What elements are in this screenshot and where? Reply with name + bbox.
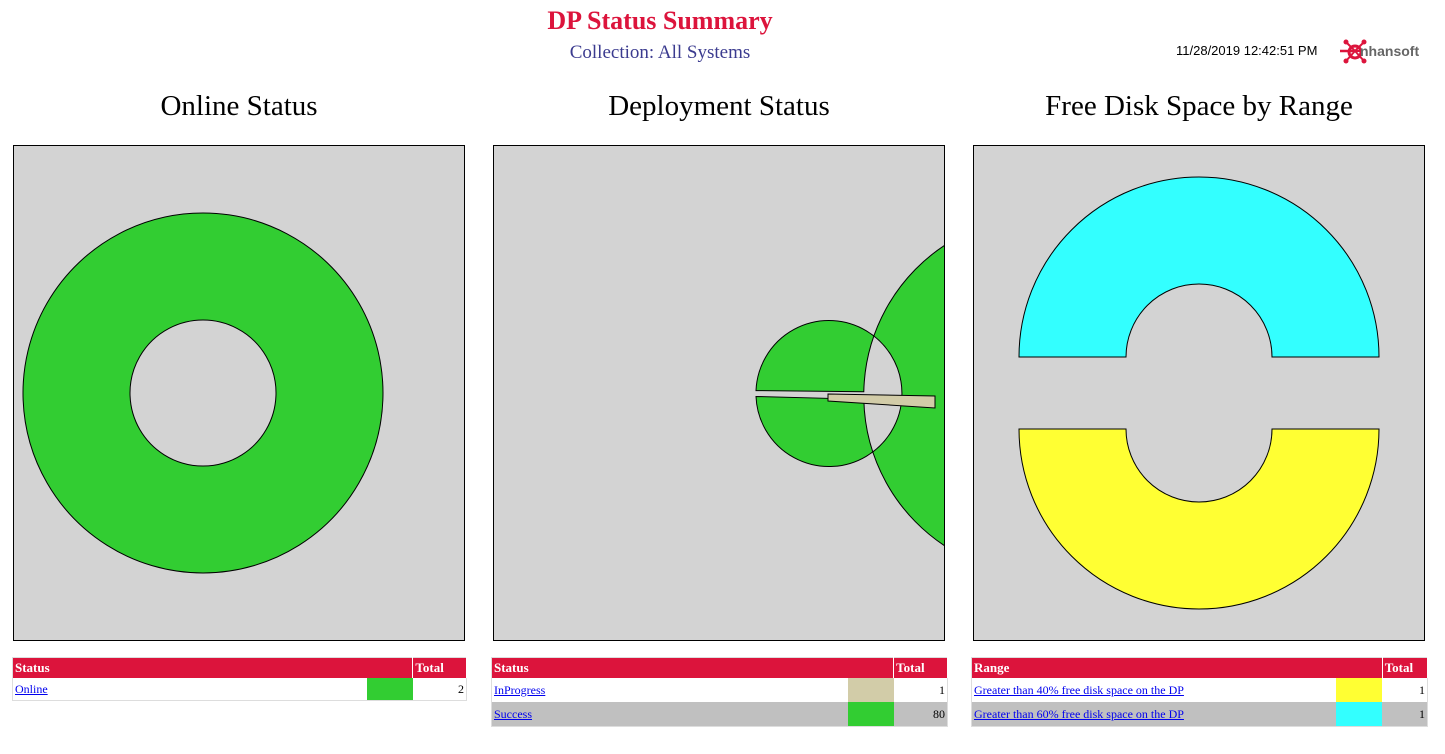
col-status: Status	[491, 657, 895, 678]
slice-greater-than-60[interactable]	[1018, 176, 1380, 358]
report-title: DP Status Summary	[547, 6, 773, 35]
logo-text: nhansoft	[1360, 43, 1420, 59]
table-row: Online 2	[12, 678, 467, 701]
row-link-online[interactable]: Online	[15, 681, 48, 696]
online-status-title: Online Status	[160, 90, 318, 122]
col-total: Total	[1382, 657, 1429, 678]
online-status-chart	[13, 145, 465, 641]
color-swatch	[847, 678, 894, 702]
table-row: Greater than 40% free disk space on the …	[971, 678, 1428, 702]
free-disk-space-chart	[973, 145, 1425, 641]
row-link-inprogress[interactable]: InProgress	[494, 682, 546, 697]
col-status: Status	[12, 657, 414, 678]
row-total: 1	[893, 678, 948, 702]
online-status-table: Status Total Online 2	[12, 657, 467, 701]
table-row: Success 80	[491, 702, 948, 727]
row-total: 80	[893, 702, 948, 727]
row-link-success[interactable]: Success	[494, 706, 532, 721]
row-link-greater-than-40[interactable]: Greater than 40% free disk space on the …	[974, 682, 1184, 697]
color-swatch	[1336, 702, 1383, 726]
free-disk-space-doughnut	[1018, 176, 1380, 610]
table-row: Greater than 60% free disk space on the …	[971, 702, 1428, 727]
slice-inprogress[interactable]	[827, 393, 936, 409]
slice-success[interactable]	[755, 216, 944, 576]
slice-online[interactable]	[22, 212, 384, 574]
color-swatch	[366, 678, 413, 700]
report-subtitle: Collection: All Systems	[569, 42, 751, 63]
deployment-status-table: Status Total InProgress 1 Success 80	[491, 657, 948, 727]
row-total: 1	[1382, 702, 1428, 727]
row-total: 2	[412, 678, 467, 701]
logo-network-icon	[1340, 39, 1367, 64]
enhansoft-logo: nhansoft	[1340, 36, 1440, 66]
table-row: InProgress 1	[491, 678, 948, 702]
online-status-doughnut	[22, 212, 384, 574]
row-link-greater-than-60[interactable]: Greater than 60% free disk space on the …	[974, 706, 1184, 721]
free-disk-space-title: Free Disk Space by Range	[1045, 90, 1353, 122]
deployment-status-title: Deployment Status	[608, 90, 830, 122]
report-timestamp: 11/28/2019 12:42:51 PM	[1176, 43, 1318, 58]
col-range: Range	[971, 657, 1383, 678]
deployment-status-chart	[493, 145, 945, 641]
row-total: 1	[1382, 678, 1428, 702]
deployment-status-doughnut	[755, 216, 944, 576]
col-total: Total	[893, 657, 948, 678]
col-total: Total	[412, 657, 467, 678]
free-disk-space-table: Range Total Greater than 40% free disk s…	[971, 657, 1429, 727]
slice-greater-than-40[interactable]	[1018, 428, 1380, 610]
color-swatch	[847, 702, 894, 726]
color-swatch	[1336, 678, 1383, 702]
